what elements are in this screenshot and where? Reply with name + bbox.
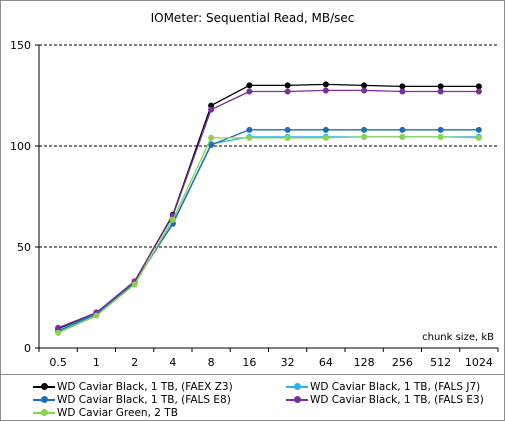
series-3-point-8: [361, 87, 368, 94]
series-2-point-8: [361, 126, 368, 133]
chart-title: IOMeter: Sequential Read, MB/sec: [150, 11, 355, 25]
series-3-point-4: [208, 106, 215, 113]
series-3-point-11: [475, 88, 482, 95]
series-4-point-11: [475, 134, 482, 141]
series-3-point-6: [284, 88, 291, 95]
series-4-point-6: [284, 134, 291, 141]
legend-item-0: WD Caviar Black, 1 TB, (FAEX Z3): [33, 380, 233, 394]
series-3-point-5: [246, 88, 253, 95]
series-3-point-7: [322, 87, 329, 94]
series-4-point-2: [131, 281, 138, 288]
x-tick-label-5: 16: [242, 356, 256, 369]
series-2-point-6: [284, 126, 291, 133]
series-3-point-9: [399, 88, 406, 95]
series-4-point-3: [169, 216, 176, 223]
x-tick-label-10: 512: [430, 356, 451, 369]
legend-label-4: WD Caviar Green, 2 TB: [57, 407, 178, 419]
series-2-point-9: [399, 126, 406, 133]
series-4-point-7: [322, 134, 329, 141]
x-tick-label-7: 64: [319, 356, 333, 369]
series-4-point-1: [93, 312, 100, 319]
x-tick-label-0: 0.5: [49, 356, 67, 369]
series-3-point-0: [55, 324, 62, 331]
series-line-2: [57, 129, 479, 332]
x-tick-label-4: 8: [208, 356, 215, 369]
series-line-4: [57, 136, 479, 334]
legend-item-4: WD Caviar Green, 2 TB: [33, 406, 178, 420]
y-tick-label-1: 50: [17, 241, 31, 254]
legend-swatch-1: [286, 380, 308, 394]
legend-swatch-4: [33, 406, 55, 420]
x-tick-label-1: 1: [93, 356, 100, 369]
series-0-point-5: [246, 82, 253, 89]
series-0-point-10: [437, 83, 444, 90]
x-tick-label-3: 4: [169, 356, 176, 369]
legend: WD Caviar Black, 1 TB, (FAEX Z3) WD Cavia…: [1, 374, 504, 421]
series-4-point-0: [55, 329, 62, 336]
x-tick-label-6: 32: [281, 356, 295, 369]
x-tick-label-9: 256: [392, 356, 413, 369]
legend-item-1: WD Caviar Black, 1 TB, (FALS J7): [286, 380, 480, 394]
y-tick-label-3: 150: [10, 39, 31, 52]
series-line-1: [57, 136, 479, 333]
series-0-point-8: [361, 82, 368, 89]
y-tick-label-2: 100: [10, 140, 31, 153]
series-2-point-4: [208, 141, 215, 148]
series-0-point-6: [284, 82, 291, 89]
series-line-3: [57, 89, 479, 329]
legend-label-0: WD Caviar Black, 1 TB, (FAEX Z3): [57, 381, 233, 393]
series-4-point-9: [399, 133, 406, 140]
x-tick-label-8: 128: [354, 356, 375, 369]
legend-swatch-0: [33, 380, 55, 394]
legend-label-2: WD Caviar Black, 1 TB, (FALS E8): [57, 394, 231, 406]
series-2-point-10: [437, 126, 444, 133]
x-tick-label-11: 1024: [465, 356, 493, 369]
line-chart: 0 50 100 150 0.5 1 2 4 8 16 32 64 128 256 512 1024: [10, 39, 499, 369]
series-0-point-7: [322, 81, 329, 88]
series-0-point-9: [399, 83, 406, 90]
series-2-point-5: [246, 126, 253, 133]
x-tick-label-2: 2: [131, 356, 138, 369]
series-4-point-8: [361, 133, 368, 140]
x-axis-label: chunk size, kB: [422, 332, 494, 343]
legend-item-2: WD Caviar Black, 1 TB, (FALS E8): [33, 393, 231, 407]
legend-swatch-3: [286, 393, 308, 407]
series-4-point-10: [437, 133, 444, 140]
series-4-point-5: [246, 134, 253, 141]
series-2-point-7: [322, 126, 329, 133]
series-3-point-10: [437, 88, 444, 95]
series-0-point-11: [475, 83, 482, 90]
series-2-point-11: [475, 126, 482, 133]
legend-item-3: WD Caviar Black, 1 TB, (FALS E3): [286, 393, 484, 407]
legend-label-3: WD Caviar Black, 1 TB, (FALS E3): [310, 394, 484, 406]
y-tick-label-0: 0: [24, 342, 31, 355]
legend-swatch-2: [33, 393, 55, 407]
series-4-point-4: [208, 134, 215, 141]
legend-label-1: WD Caviar Black, 1 TB, (FALS J7): [310, 381, 481, 393]
